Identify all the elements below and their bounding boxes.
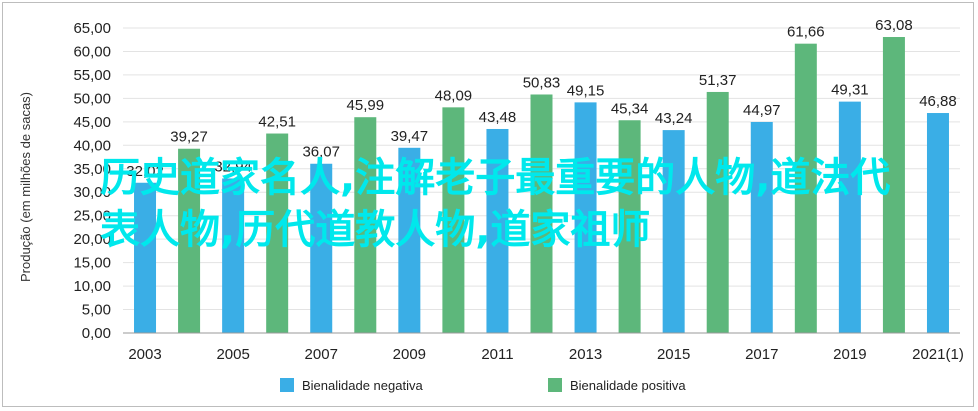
- data-label: 61,66: [787, 24, 825, 41]
- x-tick-label: 2003: [128, 346, 161, 363]
- bar: [882, 37, 905, 334]
- x-tick-label: 2013: [569, 346, 602, 363]
- y-tick-label: 55,00: [73, 67, 111, 84]
- bar: [486, 128, 509, 333]
- data-label: 50,83: [523, 74, 561, 91]
- bar: [398, 147, 421, 333]
- bar: [354, 117, 377, 333]
- data-label: 44,97: [743, 102, 781, 119]
- y-axis-ticks: 0,00 5,00 10,00 15,00 20,00 25,00 30,00 35,00 40…: [73, 20, 111, 342]
- data-label: 46,88: [919, 93, 957, 110]
- data-label: 39,27: [170, 129, 208, 146]
- legend: Bienalidade negativa Bienalidade positiva: [280, 378, 686, 393]
- x-tick-label: 2005: [216, 346, 249, 363]
- x-tick-label: 2011: [481, 346, 513, 363]
- y-tick-label: 25,00: [73, 208, 111, 225]
- x-tick-label: 2015: [657, 346, 690, 363]
- data-label: 49,31: [831, 82, 869, 99]
- bar: [750, 121, 773, 333]
- y-tick-label: 65,00: [73, 20, 111, 37]
- legend-swatch: [280, 378, 294, 392]
- legend-label: Bienalidade positiva: [570, 378, 686, 393]
- data-labels: 32,02 32,94 36,07 39,47 43,48 49,15 43,24 44,97…: [126, 17, 956, 180]
- legend-label: Bienalidade negativa: [302, 378, 423, 393]
- data-label: 48,09: [435, 87, 473, 104]
- data-label: 45,34: [611, 100, 649, 117]
- y-tick-label: 30,00: [73, 184, 111, 201]
- bar: [222, 178, 245, 333]
- x-tick-label: 2019: [833, 346, 866, 363]
- bar: [530, 94, 553, 334]
- bar: [706, 91, 729, 334]
- bar: [926, 113, 949, 333]
- y-tick-label: 0,00: [82, 325, 111, 342]
- data-label: 45,99: [347, 97, 385, 114]
- data-label: 32,94: [214, 158, 252, 175]
- data-label: 43,48: [479, 109, 517, 126]
- data-label: 63,08: [875, 17, 913, 34]
- data-label: 42,51: [258, 114, 296, 131]
- bars: [134, 37, 949, 334]
- y-tick-label: 60,00: [73, 43, 111, 60]
- bar: [310, 163, 333, 333]
- x-tick-label: 2017: [745, 346, 778, 363]
- y-axis-label: Produção (em milhões de sacas): [18, 92, 33, 282]
- bar: [134, 182, 157, 333]
- x-tick-label: 2021(1): [912, 346, 964, 363]
- data-label: 36,07: [302, 144, 340, 161]
- bar: [662, 130, 685, 333]
- data-label: 43,24: [655, 110, 693, 127]
- y-tick-label: 5,00: [82, 302, 111, 319]
- y-tick-label: 45,00: [73, 114, 111, 131]
- data-label: 32,02: [126, 163, 164, 180]
- bar: [794, 43, 817, 334]
- legend-swatch: [548, 378, 562, 392]
- data-label: 51,37: [699, 72, 737, 89]
- x-tick-label: 2007: [305, 346, 338, 363]
- data-label: 49,15: [567, 82, 605, 99]
- y-tick-label: 15,00: [73, 255, 111, 272]
- x-tick-label: 2009: [393, 346, 426, 363]
- y-tick-label: 10,00: [73, 278, 111, 295]
- y-tick-label: 40,00: [73, 137, 111, 154]
- gridlines: [123, 27, 960, 334]
- data-label: 39,47: [391, 128, 429, 145]
- y-tick-label: 50,00: [73, 90, 111, 107]
- y-tick-label: 35,00: [73, 161, 111, 178]
- y-tick-label: 20,00: [73, 231, 111, 248]
- bar: [574, 102, 597, 333]
- bar: [838, 101, 861, 333]
- bar: [178, 148, 201, 333]
- chart-frame: [2, 2, 974, 407]
- bar: [442, 107, 465, 333]
- x-axis-ticks: 2003 2005 2007 2009 2011 2013 2015 2017 2019 2021…: [128, 346, 963, 363]
- bar: [266, 133, 289, 333]
- bar: [618, 120, 641, 334]
